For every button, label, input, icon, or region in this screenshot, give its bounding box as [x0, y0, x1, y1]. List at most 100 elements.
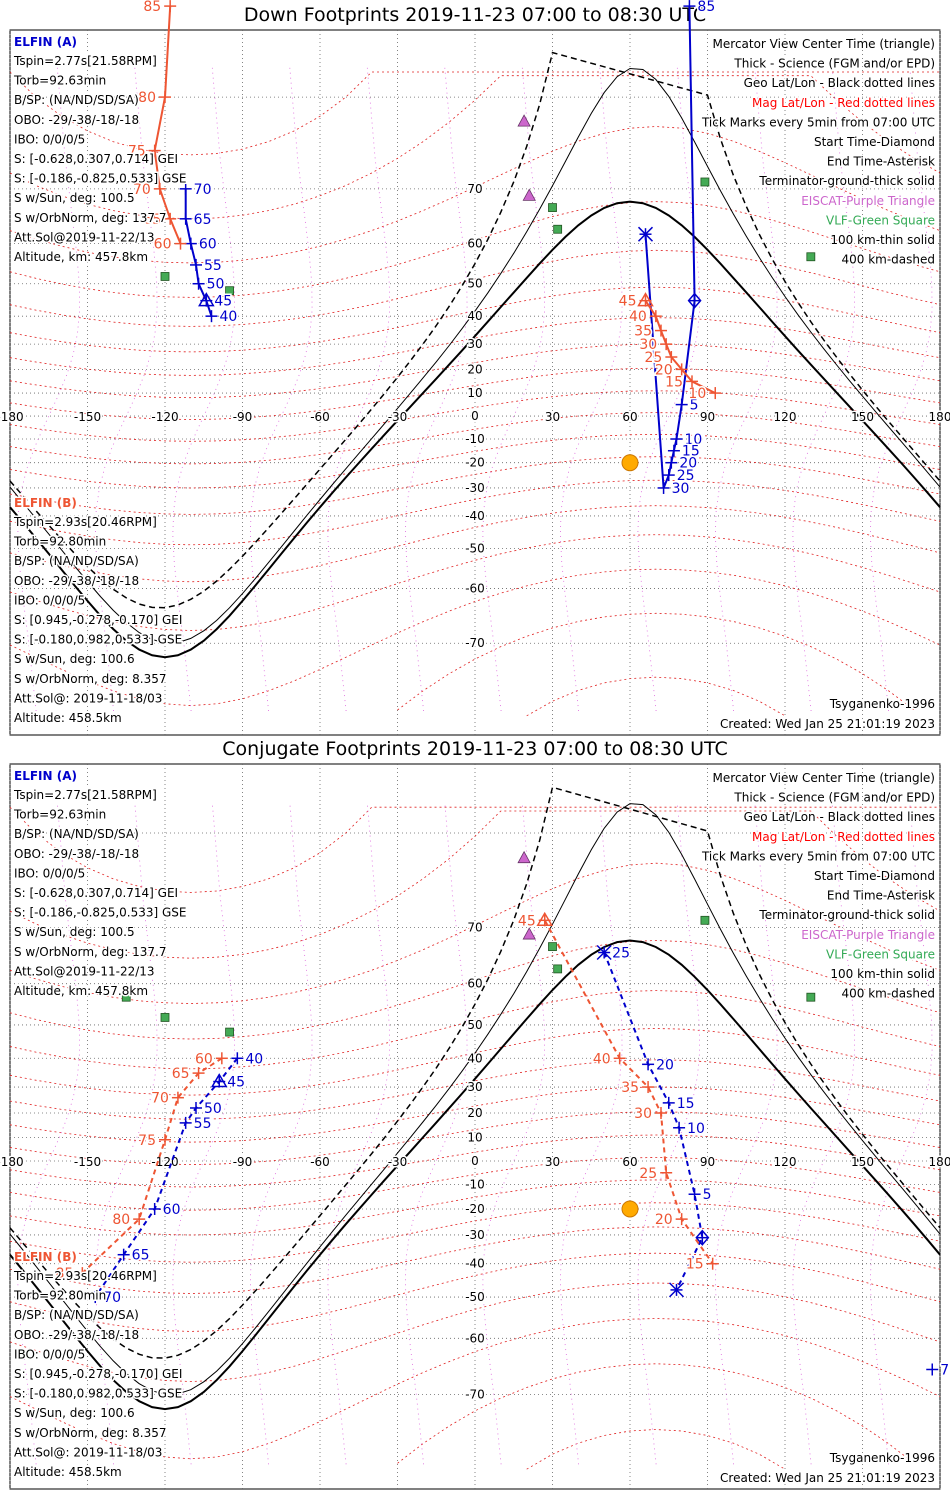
mag-grid	[9, 67, 941, 717]
mag-parallel	[9, 286, 941, 353]
elfin-a-info-line: S w/OrbNorm, deg: 137.7	[14, 211, 166, 225]
end-time-asterisk	[637, 226, 654, 242]
legend-line: 100 km-thin solid	[830, 967, 935, 981]
y-tick-label: 70	[467, 182, 482, 196]
elfin-b-info-line: Torb=92.80min	[13, 1289, 106, 1303]
tick-label: 35	[634, 324, 652, 340]
y-tick-label: -30	[465, 1228, 485, 1242]
vlf-square	[225, 286, 234, 296]
vlf-square	[806, 252, 816, 262]
center-time-triangle	[210, 1073, 228, 1088]
x-tick-label: -180	[0, 410, 24, 424]
vlf-square	[121, 252, 131, 262]
vlf-square	[160, 272, 170, 281]
elfin-a-info-line: Torb=92.63min	[13, 808, 106, 822]
elfin-a-info-line: B/SP: (NA/ND/SD/SA)	[14, 93, 139, 107]
x-tick-label: 30	[545, 1155, 560, 1169]
footprint-track	[153, 6, 182, 244]
elfin-b-info-line: S w/Sun, deg: 100.6	[14, 652, 135, 666]
elfin-b-info-line: B/SP: (NA/ND/SD/SA)	[14, 554, 139, 568]
x-tick-label: -30	[388, 1155, 408, 1169]
end-time-asterisk	[596, 944, 612, 961]
y-tick-label: 60	[467, 977, 482, 991]
down-footprints-panel: -180 -150 -120 -90 -60 -30 0 30 60 90 120 150 180 70 6…	[0, 0, 950, 736]
elfin-b-info-line: OBO: -29/-38/-18/-18	[14, 1328, 139, 1342]
mag-parallel	[9, 862, 941, 1004]
legend-line: Mercator View Center Time (triangle)	[713, 771, 935, 785]
legend-line: Tick Marks every 5min from 07:00 UTC	[701, 115, 935, 129]
tick-label: 30	[639, 337, 657, 353]
tick-label: 30	[634, 1106, 652, 1122]
y-tick-label: 60	[467, 237, 482, 251]
elfin-a-info: ELFIN (A) Tspin=2.77s[21.58RPM] Torb=92.63…	[12, 768, 189, 1000]
y-tick-label: -20	[465, 1202, 485, 1216]
tick-label: 15	[686, 1257, 704, 1273]
vlf-square	[553, 224, 563, 234]
x-tick-label: 150	[851, 410, 874, 424]
x-tick-label: 60	[622, 410, 637, 424]
legend-line: Terminator-ground-thick solid	[758, 908, 935, 922]
legend-line: End Time-Asterisk	[827, 155, 935, 169]
mag-parallel	[9, 1226, 941, 1294]
elfin-b-info-line: Altitude: 458.5km	[14, 1465, 122, 1479]
terminator-400km	[9, 51, 941, 609]
mag-parallel	[9, 1134, 941, 1188]
mag-parallel	[9, 249, 941, 327]
vlf-square	[700, 177, 710, 187]
x-tick-label: 0	[471, 410, 479, 424]
mag-parallel	[9, 1252, 941, 1332]
center-time-triangle	[536, 911, 554, 927]
tick-label: 60	[195, 1051, 213, 1067]
elfin-a-info-line: OBO: -29/-38/-18/-18	[14, 113, 139, 127]
elfin-b-info: ELFIN (B) Tspin=2.93s[20.46RPM] Torb=92.80…	[12, 495, 184, 727]
mag-parallel	[9, 367, 941, 420]
tick-label: 50	[207, 277, 225, 293]
tick-label: 15	[682, 444, 700, 460]
y-tick-label: 30	[467, 337, 482, 351]
model-label: Tsyganenko-1996	[829, 697, 935, 711]
tick-label: 75	[128, 144, 146, 160]
tick-label: 60	[163, 1202, 181, 1218]
elfin-b-info-line: Tspin=2.93s[20.46RPM]	[13, 1269, 157, 1283]
legend-line: Thick - Science (FGM and/or EPD)	[733, 57, 935, 71]
x-tick-label: 180	[929, 410, 950, 424]
eiscat-triangle	[517, 114, 531, 127]
sun-icon	[621, 454, 639, 472]
tick-label: 20	[679, 456, 697, 472]
elfin-a-info-line: IBO: 0/0/0/5	[14, 132, 85, 146]
sun-icon	[621, 1200, 639, 1218]
legend-line: Start Time-Diamond	[814, 869, 935, 883]
tick-label: 75	[138, 1133, 156, 1149]
legend: Mercator View Center Time (triangle) Thic…	[699, 36, 936, 269]
legend-line: Thick - Science (FGM and/or EPD)	[733, 791, 935, 805]
eiscat-triangle	[522, 188, 536, 201]
elfin-a-info-line: Altitude, km: 457.8km	[14, 250, 148, 264]
legend-line: VLF-Green Square	[826, 213, 935, 227]
x-tick-label: -120	[151, 1155, 178, 1169]
x-tick-label: 180	[929, 1155, 950, 1169]
created-label: Created: Wed Jan 25 21:01:19 2023	[720, 1471, 935, 1485]
elfin-a-name: ELFIN (A)	[14, 769, 77, 783]
end-time-asterisk	[668, 1282, 685, 1298]
elfin-a-info: ELFIN (A) Tspin=2.77s[21.58RPM] Torb=92.63…	[12, 34, 189, 266]
start-time-diamond	[687, 292, 702, 309]
y-tick-label: -60	[465, 581, 485, 595]
legend-line: EISCAT-Purple Triangle	[801, 194, 935, 208]
tick-label: 60	[154, 237, 172, 253]
tick-label: 85	[143, 0, 161, 15]
y-tick-label: -70	[465, 636, 485, 650]
tick-label: 25	[677, 468, 695, 484]
footprint-track	[644, 300, 716, 394]
tick-label: 5	[690, 398, 699, 414]
terminator-100km	[9, 67, 941, 644]
legend-line: VLF-Green Square	[826, 947, 935, 961]
legend-line: End Time-Asterisk	[827, 889, 935, 903]
legend-line: Mag Lat/Lon - Red dotted lines	[752, 830, 935, 844]
y-tick-label: 40	[467, 1051, 482, 1065]
y-tick-label: 40	[467, 309, 482, 323]
x-tick-label: 60	[622, 1155, 637, 1169]
mag-parallel	[9, 126, 941, 264]
terminator-ground	[9, 939, 941, 1411]
